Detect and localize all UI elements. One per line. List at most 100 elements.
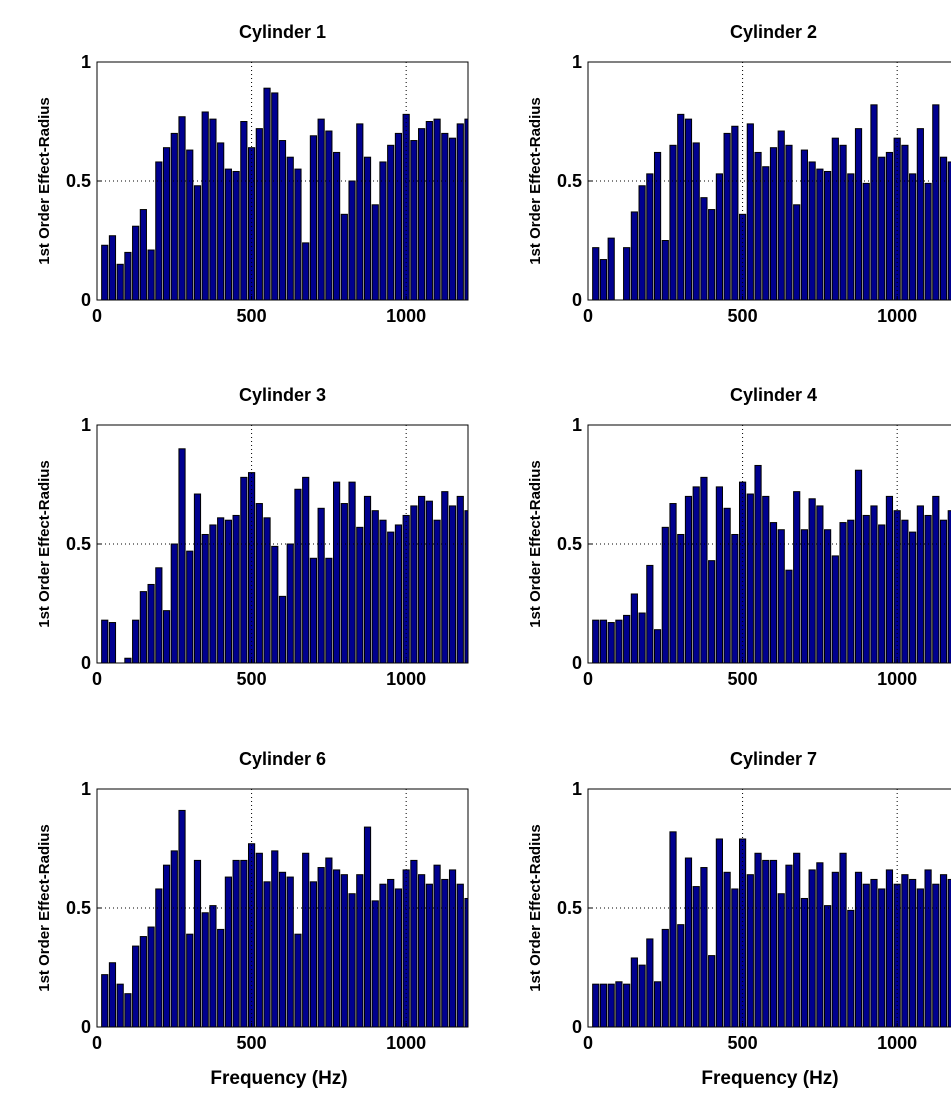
bar (932, 883, 940, 1027)
y-tick-label: 0.5 (557, 898, 582, 918)
bar (677, 533, 685, 663)
bar (947, 161, 951, 300)
bar (124, 993, 132, 1027)
bar (224, 876, 232, 1027)
bar (410, 140, 418, 300)
bar (456, 123, 464, 300)
bar (363, 156, 372, 300)
y-tick-label: 0 (572, 290, 582, 310)
bar (356, 526, 364, 663)
panel: 0 500 1000 0 0.5 1 Cylinder 2 1st Order Effect-… (527, 22, 951, 326)
y-axis-label: 1st Order Effect-Radius (36, 824, 53, 992)
bar (333, 151, 341, 300)
bar (862, 182, 870, 300)
bar (661, 928, 669, 1027)
y-tick-label: 0.5 (557, 534, 582, 554)
bar (263, 517, 271, 663)
bar (155, 567, 163, 663)
bar (653, 981, 662, 1027)
bar (387, 878, 395, 1027)
bar (738, 481, 747, 663)
bar (232, 170, 240, 300)
bar (909, 173, 917, 300)
x-tick-label: 1000 (877, 306, 917, 326)
bar (286, 876, 294, 1027)
bar (232, 514, 240, 663)
bar (831, 871, 839, 1027)
bar (271, 850, 279, 1027)
x-tick-label: 0 (583, 306, 593, 326)
y-tick-label: 1 (81, 779, 91, 799)
bar (255, 852, 263, 1027)
bar (754, 852, 762, 1027)
bar (247, 843, 256, 1027)
bar (186, 550, 194, 663)
bar (677, 113, 685, 300)
panel-title: Cylinder 3 (239, 385, 326, 405)
x-axis-label: Frequency (Hz) (210, 1068, 347, 1089)
bar (592, 247, 600, 300)
bar (630, 593, 638, 663)
bar (333, 481, 341, 663)
bar (916, 128, 924, 300)
bar (769, 522, 778, 663)
bar (387, 144, 395, 300)
bar (939, 519, 948, 663)
bar (816, 862, 824, 1027)
panel-title: Cylinder 1 (239, 22, 326, 42)
bar (147, 926, 155, 1027)
bar (746, 874, 754, 1027)
bar (116, 983, 124, 1027)
bar (939, 874, 948, 1027)
bar (692, 886, 700, 1027)
bar (271, 92, 279, 300)
x-tick-label: 0 (92, 306, 102, 326)
y-tick-label: 0.5 (557, 171, 582, 191)
bar (909, 878, 917, 1027)
bar (932, 104, 940, 300)
bar (139, 209, 147, 300)
x-tick-label: 1000 (386, 669, 426, 689)
bar (878, 524, 886, 663)
bar (433, 864, 441, 1027)
y-tick-label: 0.5 (66, 534, 91, 554)
bar (893, 883, 901, 1027)
bar (247, 472, 256, 663)
panel: 0 500 1000 0 0.5 1 Cylinder 1 1st Order Effect-… (36, 22, 469, 326)
bar (646, 938, 654, 1027)
bar (909, 531, 917, 663)
bar (785, 864, 793, 1027)
bar (317, 867, 325, 1027)
bar (599, 259, 608, 300)
bar (240, 476, 248, 663)
bar (278, 595, 287, 663)
x-tick-label: 500 (237, 306, 267, 326)
bar (939, 156, 948, 300)
x-axis-label: Frequency (Hz) (701, 1068, 838, 1089)
bar (901, 519, 909, 663)
bar (607, 622, 615, 663)
bar (209, 524, 217, 663)
bars (101, 87, 468, 300)
bar (209, 118, 217, 300)
axes-box (96, 61, 469, 301)
bar (294, 933, 302, 1027)
bar (356, 123, 364, 300)
bar (692, 142, 700, 300)
bar (824, 170, 832, 300)
bar (418, 495, 426, 663)
bar (379, 161, 387, 300)
bar (607, 237, 615, 300)
bar (302, 242, 310, 300)
bar (162, 864, 171, 1027)
bar (738, 213, 747, 300)
bar (615, 619, 623, 663)
bar (708, 209, 716, 300)
bar (924, 869, 932, 1027)
bar (317, 118, 325, 300)
bar (170, 850, 178, 1027)
bar (263, 881, 271, 1027)
bar (255, 128, 263, 300)
bar (418, 128, 426, 300)
bar (839, 144, 847, 300)
